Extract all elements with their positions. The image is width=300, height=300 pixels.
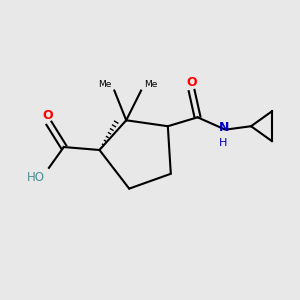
Text: H: H [219, 138, 227, 148]
Text: Me: Me [98, 80, 111, 89]
Text: N: N [219, 121, 230, 134]
Text: O: O [42, 109, 53, 122]
Text: O: O [186, 76, 197, 89]
Text: HO: HO [26, 171, 44, 184]
Text: Me: Me [144, 80, 158, 89]
